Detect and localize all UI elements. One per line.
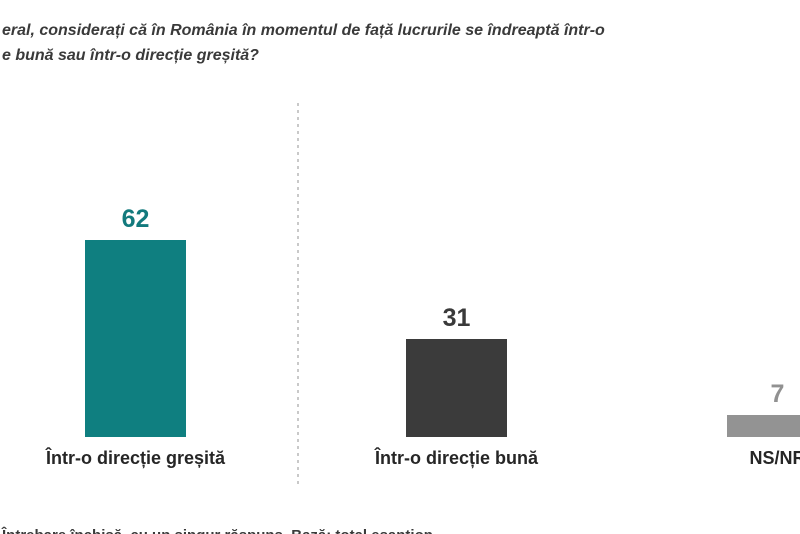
bar-value-gresita: 62 xyxy=(121,205,150,233)
bar-buna xyxy=(406,339,507,437)
dotted-divider-line xyxy=(297,103,299,488)
bar-label-nsnr: NS/NR xyxy=(749,448,800,468)
bar-label-buna: Într-o direcție bună xyxy=(374,448,538,468)
question-title-line2: e bună sau într-o direcție greșită? xyxy=(2,47,259,64)
bar-gresita xyxy=(85,240,186,437)
footer-text-cutoff: Întrebare închisă, cu un singur răspuns.… xyxy=(2,527,433,534)
bar-value-buna: 31 xyxy=(442,304,471,332)
question-title-line1: eral, considerați că în România în momen… xyxy=(2,22,605,39)
question-title: eral, considerați că în România în momen… xyxy=(2,18,642,68)
bar-label-gresita: Într-o direcție greșită xyxy=(45,448,226,468)
bar-nsnr xyxy=(727,415,800,437)
bar-value-nsnr: 7 xyxy=(770,380,785,408)
